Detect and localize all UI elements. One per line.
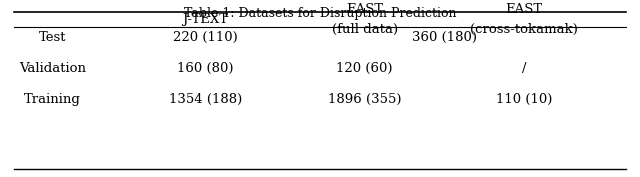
Text: (full data): (full data) — [332, 23, 397, 36]
Text: 110 (10): 110 (10) — [496, 93, 552, 106]
Text: EAST: EAST — [346, 3, 383, 16]
Text: Training: Training — [24, 93, 81, 106]
Text: 120 (60): 120 (60) — [337, 62, 393, 75]
Text: 220 (110): 220 (110) — [173, 31, 237, 44]
Text: Table 1: Datasets for Disruption Prediction: Table 1: Datasets for Disruption Predict… — [184, 7, 456, 20]
Text: Test: Test — [38, 31, 66, 44]
Text: (cross-tokamak): (cross-tokamak) — [470, 23, 578, 36]
Text: J-TEXT: J-TEXT — [182, 13, 228, 26]
Text: 1896 (355): 1896 (355) — [328, 93, 401, 106]
Text: /: / — [522, 62, 526, 75]
Text: EAST: EAST — [506, 3, 543, 16]
Text: Validation: Validation — [19, 62, 86, 75]
Text: 160 (80): 160 (80) — [177, 62, 234, 75]
Text: 1354 (188): 1354 (188) — [169, 93, 242, 106]
Text: 360 (180): 360 (180) — [412, 31, 477, 44]
